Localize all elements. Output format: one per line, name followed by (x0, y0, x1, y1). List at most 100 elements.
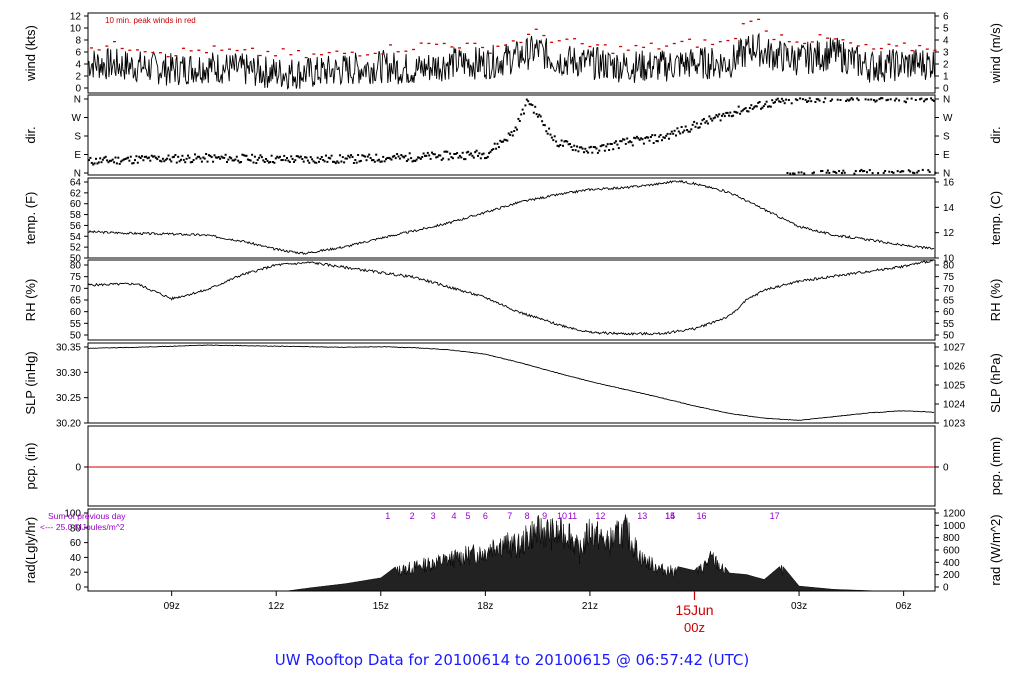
dir-point (843, 171, 846, 174)
dir-point (730, 115, 733, 118)
dir-point (690, 128, 693, 131)
dir-point (641, 138, 644, 141)
dir-point (588, 146, 591, 149)
dir-point (675, 134, 677, 137)
dir-point (258, 156, 261, 159)
dir-point (626, 137, 629, 140)
dir-point (603, 149, 606, 152)
dir-point (548, 127, 551, 130)
dir-point (202, 156, 205, 159)
dir-point (373, 160, 376, 163)
dir-point (874, 100, 877, 103)
dir-point (471, 154, 474, 157)
dir-point (178, 160, 181, 163)
dir-point (850, 97, 853, 100)
dir-point (638, 138, 641, 141)
dir-point (447, 158, 450, 161)
dir-point (753, 106, 756, 109)
dir-point (917, 169, 920, 172)
dir-point (351, 156, 354, 158)
dir-point (309, 156, 312, 159)
wind-ytick-label: 8 (75, 36, 81, 47)
dir-point (145, 155, 148, 158)
dir-point (276, 155, 279, 158)
dir-point (233, 159, 235, 162)
dir-point (764, 103, 767, 106)
dir-point (266, 159, 269, 162)
dir-point (822, 101, 825, 104)
dir-point (803, 172, 806, 175)
dir-point (192, 159, 195, 161)
rad-ytick-right-label: 200 (943, 570, 960, 581)
dir-point (327, 156, 330, 159)
dir-point (776, 97, 779, 100)
dir-point (481, 153, 484, 156)
dir-point (695, 122, 698, 125)
wind-ytick-label: 2 (75, 72, 81, 83)
dir-point (681, 131, 684, 134)
dir-point (661, 139, 663, 142)
dir-point (888, 170, 891, 173)
dir-point (173, 155, 175, 158)
rad-peak-label: 16 (696, 511, 706, 521)
rh-ytick-label: 55 (70, 319, 82, 330)
dir-point (486, 155, 489, 158)
dir-point (358, 160, 361, 163)
dir-point (553, 135, 556, 138)
dir-point (536, 115, 539, 118)
dir-point (382, 155, 385, 158)
dir-point (150, 154, 153, 157)
slp-line (87, 344, 935, 421)
dir-point (184, 161, 187, 164)
dir-point (128, 159, 131, 162)
time-tick-label: 21z (582, 601, 598, 612)
dir-point (783, 102, 786, 105)
dir-point (294, 159, 297, 162)
dir-point (122, 158, 125, 161)
dir-point (293, 160, 295, 163)
dir-point (191, 161, 194, 163)
dir-point (592, 146, 595, 148)
temp-ytick-label: 64 (70, 178, 82, 189)
dir-frame (87, 94, 936, 176)
dir-ytick-right-label: W (943, 113, 953, 124)
wind-ytick-right-label: 4 (943, 36, 949, 47)
dir-point (177, 155, 180, 158)
dir-point (497, 146, 500, 149)
dir-point (163, 160, 166, 163)
dir-point (313, 161, 316, 164)
dir-point (527, 100, 530, 103)
dir-point (835, 171, 838, 174)
dir-point (616, 143, 619, 146)
rh-frame (87, 259, 936, 341)
dir-point (747, 110, 750, 113)
dir-point (340, 160, 343, 163)
dir-point (391, 155, 394, 158)
dir-point (792, 172, 795, 175)
dir-point (336, 160, 339, 163)
dir-point (718, 113, 721, 116)
rad-peak-label: 3 (431, 511, 436, 521)
dir-point (889, 98, 892, 101)
dir-point (503, 138, 506, 141)
dir-point (489, 150, 492, 153)
dir-point (932, 99, 935, 102)
dir-point (644, 137, 647, 139)
dir-point (379, 160, 382, 163)
dir-point (609, 142, 612, 145)
rad-ytick-right-label: 800 (943, 533, 960, 544)
slp-ylabel-right: SLP (hPa) (988, 353, 1003, 413)
wind-frame (87, 12, 936, 94)
dir-point (542, 124, 545, 126)
dir-point (528, 103, 531, 106)
dir-point (103, 156, 106, 159)
dir-point (220, 155, 223, 158)
dir-point (765, 100, 768, 103)
temp-ylabel-right: temp. (C) (988, 191, 1003, 245)
dir-point (319, 158, 322, 160)
dir-point (333, 160, 336, 163)
dir-point (298, 156, 301, 159)
dir-point (909, 170, 912, 173)
rh-ytick-label: 75 (70, 272, 82, 283)
dir-point (914, 99, 917, 101)
